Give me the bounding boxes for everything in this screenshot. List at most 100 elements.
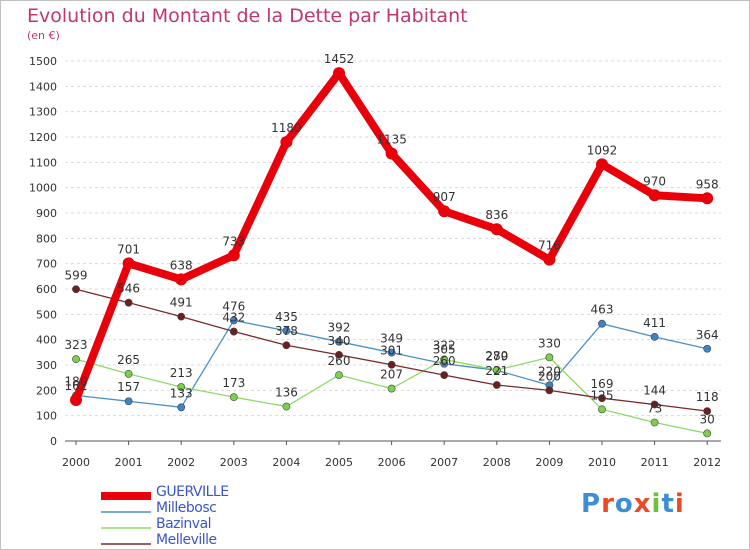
data-point-melleville bbox=[335, 350, 343, 359]
data-label-millebosc: 305 bbox=[433, 343, 456, 357]
data-point-melleville bbox=[229, 327, 238, 336]
data-label-melleville: 221 bbox=[485, 364, 508, 378]
data-label-melleville: 260 bbox=[433, 354, 456, 368]
data-point-guerville bbox=[543, 253, 556, 266]
data-label-melleville: 169 bbox=[591, 377, 614, 391]
y-tick-label: 1100 bbox=[29, 156, 57, 169]
data-label-guerville: 958 bbox=[696, 177, 719, 191]
x-tick-label: 2001 bbox=[115, 456, 143, 469]
data-point-millebosc bbox=[598, 319, 606, 328]
data-label-melleville: 118 bbox=[696, 390, 719, 404]
legend: GUERVILLE Millebosc Bazinval Melleville bbox=[101, 484, 361, 549]
data-point-melleville bbox=[177, 312, 186, 321]
data-label-bazinval: 73 bbox=[647, 402, 662, 416]
data-label-guerville: 733 bbox=[222, 234, 245, 248]
data-point-millebosc bbox=[650, 332, 659, 341]
data-label-bazinval: 280 bbox=[485, 349, 508, 363]
data-label-guerville: 162 bbox=[65, 379, 88, 393]
data-label-bazinval: 323 bbox=[65, 338, 88, 352]
data-label-bazinval: 260 bbox=[328, 354, 351, 368]
data-label-millebosc: 133 bbox=[170, 386, 193, 400]
data-label-guerville: 638 bbox=[170, 258, 193, 272]
data-label-bazinval: 322 bbox=[433, 338, 456, 352]
legend-label-bazinval: Bazinval bbox=[156, 516, 212, 532]
data-label-millebosc: 435 bbox=[275, 310, 298, 324]
data-point-millebosc bbox=[335, 337, 343, 346]
data-label-guerville: 970 bbox=[643, 174, 666, 188]
data-point-guerville bbox=[175, 273, 188, 286]
data-label-millebosc: 411 bbox=[643, 316, 666, 330]
data-point-millebosc bbox=[282, 326, 291, 335]
x-tick-label: 2008 bbox=[483, 456, 511, 469]
data-label-melleville: 491 bbox=[170, 296, 193, 310]
data-point-melleville bbox=[282, 341, 291, 350]
data-point-guerville bbox=[438, 205, 451, 218]
data-point-millebosc bbox=[229, 316, 238, 325]
data-label-millebosc: 476 bbox=[222, 299, 245, 313]
proxiti-logo[interactable]: Proxiti bbox=[581, 489, 685, 519]
legend-item-millebosc[interactable]: Millebosc bbox=[101, 500, 361, 517]
data-label-bazinval: 30 bbox=[700, 412, 715, 426]
y-tick-label: 200 bbox=[36, 384, 57, 397]
legend-label-guerville: GUERVILLE bbox=[156, 484, 229, 500]
data-label-melleville: 340 bbox=[328, 334, 351, 348]
data-label-guerville: 1092 bbox=[587, 143, 618, 157]
x-tick-label: 2004 bbox=[272, 456, 300, 469]
data-point-bazinval bbox=[545, 353, 554, 362]
logo-letter: t bbox=[661, 489, 675, 519]
logo-letter: P bbox=[581, 489, 602, 519]
chart-title: Evolution du Montant de la Dette par Hab… bbox=[27, 5, 468, 27]
data-point-millebosc bbox=[703, 344, 712, 353]
y-tick-label: 900 bbox=[36, 207, 57, 220]
data-point-melleville bbox=[703, 407, 712, 416]
data-label-millebosc: 463 bbox=[591, 303, 614, 317]
data-label-millebosc: 279 bbox=[485, 349, 508, 363]
data-point-bazinval bbox=[229, 393, 238, 402]
data-label-millebosc: 392 bbox=[328, 321, 351, 335]
data-point-bazinval bbox=[440, 355, 449, 364]
y-tick-label: 0 bbox=[50, 435, 57, 448]
data-label-melleville: 200 bbox=[538, 369, 561, 383]
data-point-bazinval bbox=[282, 402, 291, 411]
legend-item-bazinval[interactable]: Bazinval bbox=[101, 516, 361, 533]
data-point-guerville bbox=[490, 223, 503, 236]
x-tick-label: 2006 bbox=[378, 456, 406, 469]
data-point-guerville bbox=[701, 192, 714, 205]
data-point-millebosc bbox=[387, 348, 396, 357]
legend-swatch-bazinval bbox=[101, 527, 151, 529]
data-point-melleville bbox=[72, 285, 80, 294]
legend-swatch-melleville bbox=[101, 543, 151, 545]
legend-swatch-millebosc bbox=[101, 511, 151, 513]
logo-letter: i bbox=[651, 489, 662, 519]
data-point-guerville bbox=[70, 393, 82, 406]
logo-letter: r bbox=[601, 489, 615, 519]
logo-letter: i bbox=[674, 489, 685, 519]
data-label-bazinval: 213 bbox=[170, 366, 193, 380]
data-point-bazinval bbox=[387, 384, 396, 393]
data-label-guerville: 1452 bbox=[324, 52, 355, 66]
x-tick-label: 2005 bbox=[325, 456, 353, 469]
legend-swatch-guerville bbox=[101, 492, 151, 500]
data-label-melleville: 378 bbox=[275, 324, 298, 338]
data-label-guerville: 716 bbox=[538, 239, 561, 253]
data-label-guerville: 836 bbox=[485, 208, 508, 222]
data-point-bazinval bbox=[124, 369, 133, 378]
y-tick-label: 600 bbox=[36, 283, 57, 296]
data-point-bazinval bbox=[177, 383, 186, 391]
data-label-guerville: 1135 bbox=[376, 132, 407, 146]
data-point-guerville bbox=[227, 249, 240, 262]
data-label-bazinval: 207 bbox=[380, 368, 403, 382]
legend-item-melleville[interactable]: Melleville bbox=[101, 532, 361, 549]
data-label-melleville: 144 bbox=[643, 384, 666, 398]
data-label-millebosc: 364 bbox=[696, 328, 719, 342]
data-point-bazinval bbox=[335, 371, 343, 380]
data-label-bazinval: 173 bbox=[222, 376, 245, 390]
y-tick-label: 1400 bbox=[29, 80, 57, 93]
legend-item-guerville[interactable]: GUERVILLE bbox=[101, 484, 361, 501]
y-tick-label: 400 bbox=[36, 334, 57, 347]
y-tick-label: 1500 bbox=[29, 55, 57, 68]
logo-letter: x bbox=[633, 489, 652, 519]
data-label-millebosc: 220 bbox=[538, 364, 561, 378]
